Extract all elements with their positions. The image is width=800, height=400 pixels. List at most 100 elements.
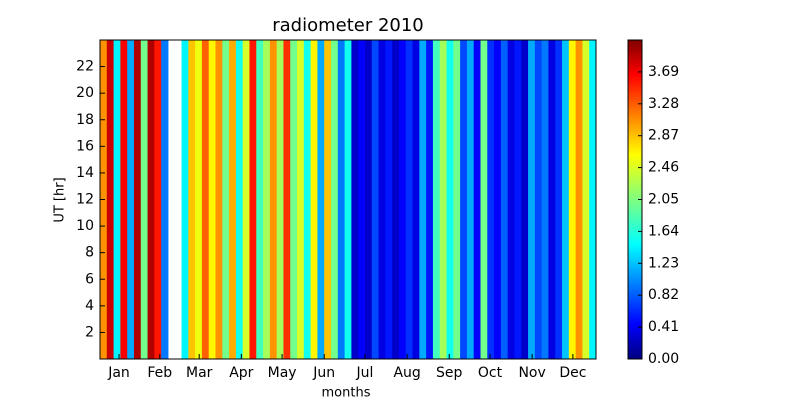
- heat-cell: [317, 40, 325, 359]
- heat-cell: [466, 40, 475, 359]
- heat-cell: [568, 40, 577, 359]
- heat-cell: [412, 40, 420, 359]
- y-tick-label: 6: [85, 271, 94, 287]
- heat-cell: [419, 40, 427, 359]
- heat-cell: [215, 40, 223, 359]
- heat-cell: [276, 40, 284, 359]
- heat-cell: [562, 40, 570, 359]
- colorbar-tick-label: 3.69: [648, 64, 679, 80]
- heat-cell: [256, 40, 264, 359]
- heat-cell: [446, 40, 454, 359]
- x-tick-label: Oct: [478, 365, 503, 381]
- x-tick-label: Jan: [107, 365, 130, 381]
- y-tick-label: 14: [76, 165, 94, 181]
- heat-cell: [575, 40, 583, 359]
- colorbar-tick-label: 2.05: [648, 192, 679, 208]
- heat-cell: [398, 40, 407, 359]
- heat-cell: [555, 40, 563, 359]
- colorbar-tick-label: 0.00: [648, 351, 679, 367]
- heat-cell: [120, 40, 128, 359]
- heat-cell: [473, 40, 481, 359]
- chart-title: radiometer 2010: [272, 15, 424, 36]
- heat-cell: [133, 40, 142, 359]
- heat-cell: [371, 40, 380, 359]
- heat-cell: [385, 40, 393, 359]
- heat-cell: [507, 40, 515, 359]
- y-tick-label: 4: [85, 298, 94, 314]
- heat-cell: [161, 40, 169, 359]
- heat-cell: [283, 40, 291, 359]
- heat-cell: [249, 40, 257, 359]
- heat-cell: [405, 40, 414, 359]
- heat-cell: [147, 40, 155, 359]
- heat-cell: [364, 40, 373, 359]
- y-tick-label: 10: [76, 218, 94, 234]
- heat-cell: [426, 40, 434, 359]
- heat-cell: [269, 40, 278, 359]
- heat-cell: [528, 40, 536, 359]
- y-tick-label: 20: [76, 85, 94, 101]
- heat-cell: [263, 40, 271, 359]
- heat-cell: [106, 40, 115, 359]
- colorbar-tick-label: 2.87: [648, 128, 679, 144]
- x-tick-label: Apr: [229, 365, 253, 381]
- heat-cell: [480, 40, 488, 359]
- heat-cell: [154, 40, 162, 359]
- x-axis-label: months: [322, 386, 371, 400]
- x-tick-label: May: [268, 365, 297, 381]
- colorbar-tick-label: 0.82: [648, 287, 679, 303]
- colorbar-tick-label: 2.46: [648, 160, 679, 176]
- heat-cell: [195, 40, 203, 359]
- heat-cell: [127, 40, 135, 359]
- y-tick-label: 18: [76, 112, 94, 128]
- x-tick-label: Nov: [518, 365, 545, 381]
- heat-cell: [432, 40, 441, 359]
- heat-cell: [521, 40, 529, 359]
- heat-cell: [500, 40, 509, 359]
- y-tick-label: 16: [76, 138, 94, 154]
- plot-area: [100, 40, 597, 359]
- heat-cell: [439, 40, 448, 359]
- heat-cell: [229, 40, 237, 359]
- heat-cell: [222, 40, 230, 359]
- heat-cell: [303, 40, 312, 359]
- heat-cell: [487, 40, 495, 359]
- heat-cell: [188, 40, 196, 359]
- colorbar-tick-label: 0.41: [648, 319, 679, 335]
- x-tick-label: Feb: [147, 365, 172, 381]
- heat-cell: [494, 40, 502, 359]
- heat-cell: [337, 40, 346, 359]
- colorbar-tick-label: 1.23: [648, 255, 679, 271]
- heat-cell: [541, 40, 549, 359]
- heat-cell: [201, 40, 210, 359]
- heat-cell: [460, 40, 468, 359]
- y-tick-label: 8: [85, 245, 94, 261]
- x-tick-label: Jun: [312, 365, 335, 381]
- heat-cell: [548, 40, 556, 359]
- heat-cell: [358, 40, 366, 359]
- colorbar-tick-label: 1.64: [648, 223, 679, 239]
- heat-cell: [208, 40, 217, 359]
- heat-cell: [582, 40, 590, 359]
- x-tick-label: Dec: [559, 365, 586, 381]
- heat-cell: [344, 40, 352, 359]
- heat-cell: [514, 40, 522, 359]
- heat-cell: [181, 40, 189, 359]
- y-tick-label: 12: [76, 192, 94, 208]
- heat-cell: [534, 40, 543, 359]
- heat-cell: [290, 40, 298, 359]
- heat-cell: [140, 40, 149, 359]
- x-tick-label: Mar: [186, 365, 213, 381]
- y-tick-label: 2: [85, 324, 94, 340]
- heat-cell: [392, 40, 400, 359]
- x-tick-label: Aug: [393, 365, 420, 381]
- heat-cell: [235, 40, 244, 359]
- heat-cell: [453, 40, 461, 359]
- heat-cell: [242, 40, 250, 359]
- x-tick-label: Jul: [356, 365, 374, 381]
- heat-cell: [378, 40, 386, 359]
- heat-cell: [113, 40, 121, 359]
- heat-cell: [310, 40, 318, 359]
- y-tick-label: 22: [76, 59, 94, 75]
